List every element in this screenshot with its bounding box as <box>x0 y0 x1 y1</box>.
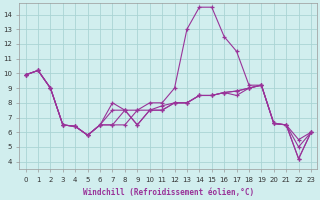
X-axis label: Windchill (Refroidissement éolien,°C): Windchill (Refroidissement éolien,°C) <box>83 188 254 197</box>
